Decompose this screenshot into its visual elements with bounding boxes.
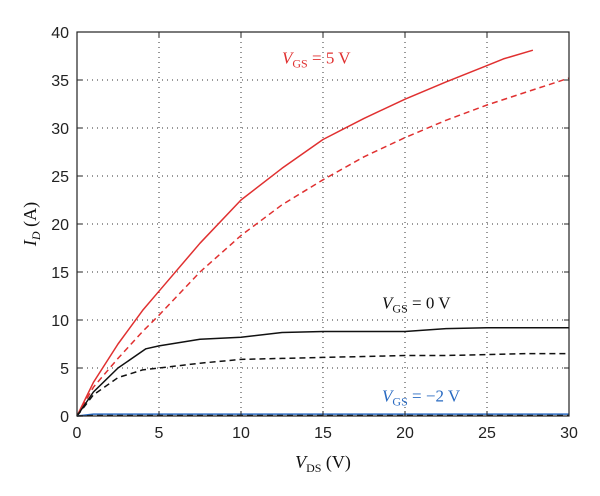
x-tick-label: 20 — [396, 425, 414, 442]
y-axis-label-sub: D — [29, 231, 43, 241]
label-vgs-5v-value: = 5 V — [308, 49, 352, 68]
x-axis-label-main: V — [295, 452, 308, 472]
x-axis-label-unit: (V) — [321, 452, 351, 473]
y-tick-label: 15 — [51, 265, 69, 282]
y-tick-label: 40 — [51, 25, 69, 42]
x-axis-label-sub: DS — [306, 461, 321, 475]
y-axis-label: ID (A) — [20, 202, 43, 247]
x-tick-label: 15 — [314, 425, 332, 442]
y-tick-label: 5 — [60, 361, 69, 378]
x-tick-label: 25 — [478, 425, 496, 442]
label-vgs-0v-main: V — [382, 293, 395, 312]
label-vgs-0v-value: = 0 V — [408, 293, 452, 312]
label-vgs-5v-main: V — [282, 49, 295, 68]
x-tick-label: 10 — [232, 425, 250, 442]
x-tick-label: 5 — [155, 425, 164, 442]
x-ticks: 0 5 10 15 20 25 30 — [73, 32, 578, 442]
y-axis-label-unit: (A) — [20, 202, 41, 232]
series-line-vgs-0v-solid — [76, 326, 569, 417]
y-tick-label: 25 — [51, 169, 69, 186]
x-tick-label: 0 — [73, 425, 82, 442]
y-tick-label: 35 — [51, 73, 69, 90]
grid — [77, 32, 569, 416]
y-tick-label: 20 — [51, 217, 69, 234]
x-axis-label: VDS (V) — [295, 452, 351, 475]
label-vgs-0v-sub: GS — [392, 301, 407, 315]
label-vgs-neg2v-main: V — [382, 387, 395, 406]
y-tick-label: 10 — [51, 313, 69, 330]
label-vgs-5v: VGS = 5 V — [282, 49, 351, 71]
label-vgs-neg2v: VGS = −2 V — [382, 387, 461, 409]
series-line-vgs-0v-dashed — [76, 352, 569, 417]
y-tick-label: 0 — [60, 409, 69, 426]
series-line-vgs-5v-solid — [76, 49, 534, 417]
series-layer — [76, 49, 570, 417]
label-vgs-neg2v-sub: GS — [392, 395, 407, 409]
label-vgs-5v-sub: GS — [292, 57, 307, 71]
x-tick-label: 30 — [560, 425, 578, 442]
series-line-vgs-2v-solid — [76, 413, 569, 417]
label-vgs-neg2v-value: = −2 V — [408, 387, 461, 406]
label-vgs-0v: VGS = 0 V — [382, 293, 451, 315]
y-axis-label-main: I — [20, 239, 40, 247]
y-ticks: 0 5 10 15 20 25 30 35 40 — [51, 25, 569, 426]
y-tick-label: 30 — [51, 121, 69, 138]
series-line-vgs-5v-dashed — [76, 77, 570, 417]
